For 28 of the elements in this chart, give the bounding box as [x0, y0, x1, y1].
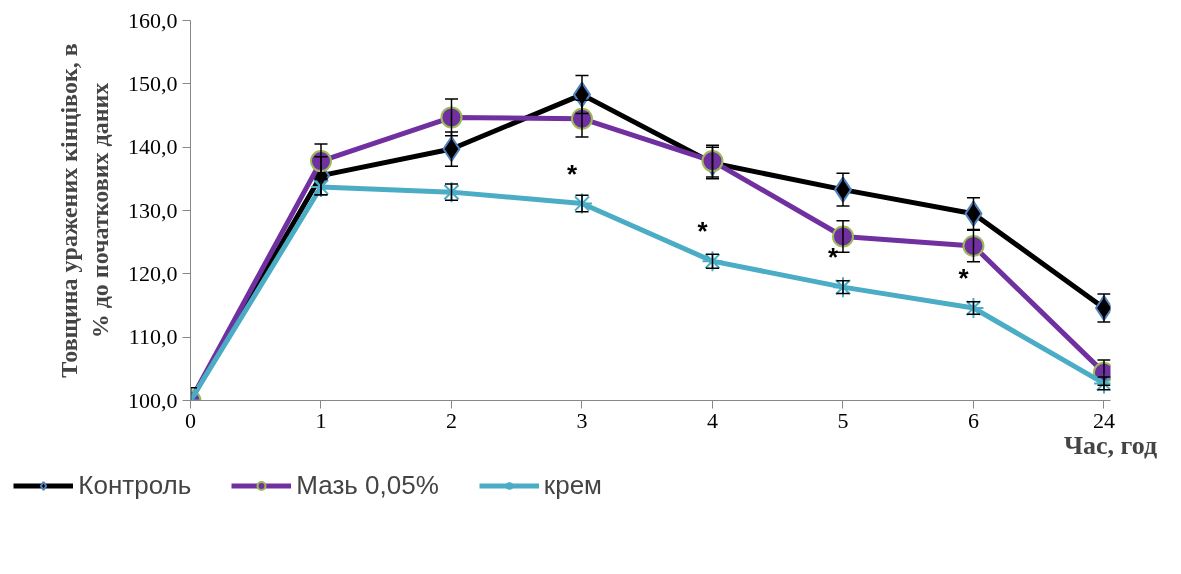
- x-tick-label: 6: [967, 407, 979, 433]
- legend-label: Контроль: [78, 469, 192, 501]
- y-tick-label: 160,0: [128, 7, 178, 33]
- y-tick-label: 150,0: [128, 70, 178, 96]
- annotation: *: [697, 216, 709, 247]
- y-tick-label: 110,0: [128, 324, 178, 350]
- x-tick-label: 1: [315, 407, 327, 433]
- x-axis-title: Час, год: [1063, 430, 1158, 460]
- annotation: *: [958, 263, 970, 294]
- x-tick-label: 2: [445, 407, 457, 433]
- y-tick-label: 130,0: [128, 197, 178, 223]
- y-tick-label: 140,0: [128, 134, 178, 160]
- legend-label: крем: [543, 469, 602, 501]
- point: [962, 234, 985, 257]
- point: [964, 200, 983, 227]
- annotation: *: [566, 158, 578, 189]
- x-tick-label: 4: [706, 407, 718, 433]
- y-axis-title: Товщина уражених кінцівок, в % до початкових даних: [55, 43, 113, 378]
- y-tick-label: 120,0: [128, 260, 178, 286]
- point: [440, 106, 463, 129]
- y-tick-label: 100,0: [128, 387, 178, 413]
- point: [442, 136, 461, 163]
- x-tick-label: 0: [185, 407, 196, 433]
- legend-label: Мазь 0,05%: [296, 469, 439, 501]
- x-tick-label: 3: [576, 407, 588, 433]
- annotation: *: [827, 242, 839, 273]
- x-tick-label: 5: [837, 407, 849, 433]
- x-tick-label: 24: [1092, 407, 1115, 433]
